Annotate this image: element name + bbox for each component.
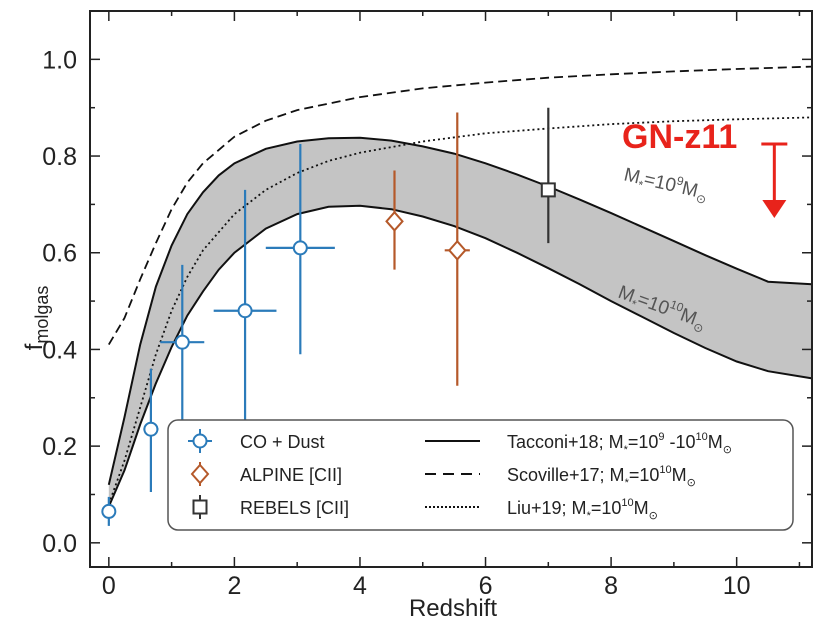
legend-label-dotted: Liu+19; M*=1010M⊙ (507, 497, 658, 522)
data-points (101, 107, 556, 526)
tacconi-band (108, 137, 813, 507)
alpine-point-1 (444, 112, 470, 386)
co-dust-point-4 (265, 143, 335, 355)
legend-label-solid: Tacconi+18; M*=109 -1010M⊙ (507, 431, 732, 456)
gn-z11-arrow-head (762, 200, 787, 219)
tacconi-band-fill (108, 137, 813, 507)
annotation-mstar-1e9: M*=109M⊙ (621, 161, 710, 206)
legend-marker-co-dust (192, 433, 208, 449)
x-tick-label: 4 (353, 572, 367, 600)
curve-solid-1 (107, 204, 813, 507)
co-dust-marker-0 (101, 503, 117, 519)
x-tick-label: 0 (102, 572, 116, 600)
rebels-marker-0 (540, 182, 556, 198)
legend-label-co-dust: CO + Dust (240, 432, 325, 452)
y-tick-label: 0.8 (42, 143, 77, 171)
axes: 0 2 4 6 8 10 0.0 0.2 0.4 0.6 0.8 1.0 (42, 10, 813, 600)
plot-frame (89, 10, 813, 568)
legend-marker-rebels (192, 499, 208, 515)
co-dust-point-2 (160, 264, 205, 420)
y-tick-label: 0.4 (42, 336, 77, 364)
x-tick-label: 10 (723, 572, 751, 600)
legend-label-rebels: REBELS [CII] (240, 498, 349, 518)
legend-label-dashed: Scoville+17; M*=1010M⊙ (507, 464, 696, 489)
curve-annotations: M*=109M⊙ M*=1010M⊙ (614, 161, 710, 336)
y-tick-label: 1.0 (42, 46, 77, 74)
legend: CO + Dust ALPINE [CII] REBELS [CII] Tacconi… (167, 419, 794, 531)
gn-z11-upper-limit: GN-z11 (622, 118, 788, 219)
legend-entry-dotted: Liu+19; M*=1010M⊙ (425, 497, 658, 522)
alpine-marker-0 (385, 210, 404, 232)
co-dust-marker-1 (143, 421, 159, 437)
legend-entry-dashed: Scoville+17; M*=1010M⊙ (425, 464, 696, 489)
x-tick-label: 6 (479, 572, 493, 600)
co-dust-point-0 (101, 496, 117, 526)
x-axis-label: Redshift (409, 595, 497, 622)
y-tick-label: 0.0 (42, 530, 77, 558)
legend-entry-solid: Tacconi+18; M*=109 -1010M⊙ (425, 431, 732, 456)
alpine-point-0 (385, 170, 404, 270)
annotation-mstar-1e10: M*=1010M⊙ (614, 279, 710, 336)
y-tick-label: 0.6 (42, 240, 77, 268)
legend-box (167, 419, 794, 531)
co-dust-marker-2 (174, 334, 190, 350)
curve-dashed-2 (108, 65, 813, 346)
x-tick-label: 8 (604, 572, 618, 600)
co-dust-marker-3 (237, 303, 253, 319)
alpine-marker-1 (447, 239, 467, 261)
curve-solid-0 (107, 136, 813, 486)
co-dust-point-3 (213, 189, 277, 432)
legend-marker-alpine (190, 463, 210, 485)
legend-label-alpine: ALPINE [CII] (240, 465, 342, 485)
co-dust-point-1 (143, 368, 159, 493)
x-tick-label: 2 (227, 572, 241, 600)
rebels-point-0 (540, 107, 556, 244)
legend-entry-rebels: REBELS [CII] (192, 495, 349, 519)
y-axis-label: fmolgas (21, 286, 52, 351)
gn-z11-label: GN-z11 (622, 118, 737, 156)
legend-entry-co-dust: CO + Dust (188, 429, 325, 453)
model-curves (107, 65, 813, 507)
co-dust-marker-4 (292, 240, 308, 256)
legend-entry-alpine: ALPINE [CII] (190, 462, 342, 486)
y-tick-label: 0.2 (42, 433, 77, 461)
